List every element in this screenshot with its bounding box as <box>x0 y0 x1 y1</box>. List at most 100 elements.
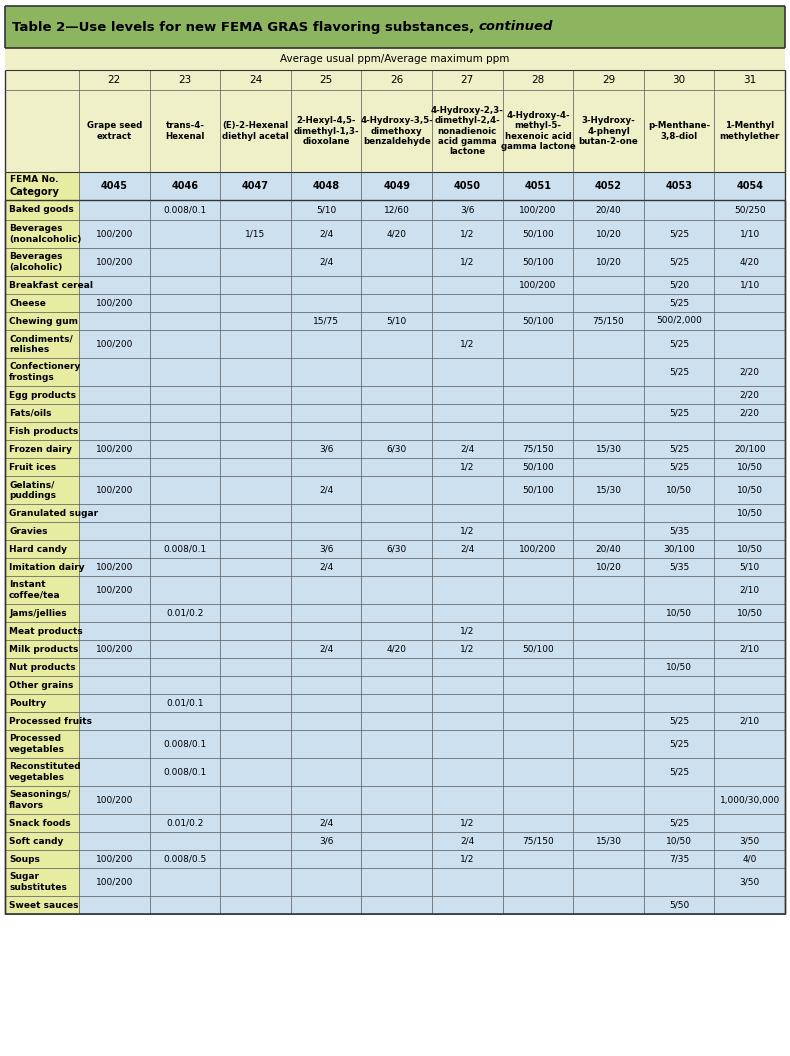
Bar <box>5 422 79 440</box>
Text: 2-Hexyl-4,5-
dimethyl-1,3-
dioxolane: 2-Hexyl-4,5- dimethyl-1,3- dioxolane <box>293 116 359 146</box>
Text: 0.008/0.1: 0.008/0.1 <box>164 768 206 776</box>
Text: Milk products: Milk products <box>9 644 78 654</box>
Text: Meat products: Meat products <box>9 626 83 636</box>
Text: 50/100: 50/100 <box>522 644 554 654</box>
Text: 50/100: 50/100 <box>522 317 554 325</box>
Text: Nut products: Nut products <box>9 662 76 672</box>
Text: 5/25: 5/25 <box>669 229 689 239</box>
Text: Breakfast cereal: Breakfast cereal <box>9 281 93 289</box>
Text: 5/35: 5/35 <box>669 527 689 535</box>
Text: Condiments/
relishes: Condiments/ relishes <box>9 335 73 354</box>
Text: 4/20: 4/20 <box>386 644 407 654</box>
Text: Egg products: Egg products <box>9 391 76 399</box>
Text: 25: 25 <box>319 75 333 84</box>
Bar <box>79 814 785 832</box>
Text: 5/25: 5/25 <box>669 409 689 417</box>
Text: 2/4: 2/4 <box>319 563 333 571</box>
Bar <box>79 172 785 200</box>
Text: Confectionery
frostings: Confectionery frostings <box>9 362 81 381</box>
Text: Category: Category <box>10 187 60 197</box>
Bar <box>79 712 785 730</box>
Text: Hard candy: Hard candy <box>9 545 67 553</box>
Text: Grape seed
extract: Grape seed extract <box>87 121 142 140</box>
Text: 4053: 4053 <box>666 181 693 191</box>
Bar <box>79 640 785 658</box>
Bar <box>5 604 79 622</box>
Bar <box>5 312 79 329</box>
Bar <box>5 48 785 70</box>
Text: 2/4: 2/4 <box>460 545 475 553</box>
Text: 29: 29 <box>602 75 615 84</box>
Text: 20/40: 20/40 <box>596 545 622 553</box>
Text: 5/10: 5/10 <box>739 563 760 571</box>
Text: Other grains: Other grains <box>9 680 73 690</box>
Text: 4051: 4051 <box>525 181 551 191</box>
Text: 0.008/0.1: 0.008/0.1 <box>164 206 206 214</box>
Text: 3/50: 3/50 <box>739 836 760 846</box>
Bar <box>5 814 79 832</box>
Text: 1/2: 1/2 <box>460 258 475 266</box>
Text: 2/20: 2/20 <box>739 409 760 417</box>
Text: Snack foods: Snack foods <box>9 818 70 828</box>
Text: 1/2: 1/2 <box>460 626 475 636</box>
Bar <box>79 832 785 850</box>
Text: Processed fruits: Processed fruits <box>9 717 92 725</box>
Bar <box>79 248 785 276</box>
Bar <box>5 622 79 640</box>
Bar <box>79 276 785 294</box>
Text: 100/200: 100/200 <box>96 795 133 805</box>
Text: Processed
vegetables: Processed vegetables <box>9 734 65 754</box>
Text: (E)-2-Hexenal
diethyl acetal: (E)-2-Hexenal diethyl acetal <box>222 121 289 140</box>
Bar <box>79 576 785 604</box>
Text: p-Menthane-
3,8-diol: p-Menthane- 3,8-diol <box>648 121 710 140</box>
Text: 4/0: 4/0 <box>743 854 757 864</box>
Text: 0.01/0.1: 0.01/0.1 <box>166 698 204 708</box>
Text: 2/4: 2/4 <box>460 836 475 846</box>
Text: 5/25: 5/25 <box>669 367 689 377</box>
Text: 1/10: 1/10 <box>739 229 760 239</box>
Text: 50/100: 50/100 <box>522 486 554 494</box>
Text: 12/60: 12/60 <box>384 206 410 214</box>
Bar <box>79 558 785 576</box>
Bar <box>79 604 785 622</box>
Text: 10/20: 10/20 <box>596 563 622 571</box>
Text: 5/25: 5/25 <box>669 768 689 776</box>
Text: 100/200: 100/200 <box>96 644 133 654</box>
Bar <box>5 712 79 730</box>
Bar <box>79 868 785 895</box>
Text: Beverages
(nonalcoholic): Beverages (nonalcoholic) <box>9 224 81 244</box>
Text: 75/150: 75/150 <box>522 445 554 453</box>
Text: 4-Hydroxy-4-
methyl-5-
hexenoic acid
gamma lactone: 4-Hydroxy-4- methyl-5- hexenoic acid gam… <box>501 111 575 151</box>
Text: 5/25: 5/25 <box>669 739 689 749</box>
Text: Fish products: Fish products <box>9 427 78 435</box>
Bar <box>79 730 785 758</box>
Bar <box>79 404 785 422</box>
Bar <box>79 458 785 476</box>
Text: Reconstituted
vegetables: Reconstituted vegetables <box>9 762 81 781</box>
Text: Fruit ices: Fruit ices <box>9 463 56 471</box>
Text: 3/50: 3/50 <box>739 878 760 886</box>
Text: Gelatins/
puddings: Gelatins/ puddings <box>9 480 56 499</box>
Text: 24: 24 <box>249 75 262 84</box>
Bar <box>5 758 79 786</box>
Text: 10/50: 10/50 <box>666 486 692 494</box>
Bar <box>5 248 79 276</box>
Text: 0.008/0.1: 0.008/0.1 <box>164 739 206 749</box>
Text: 3-Hydroxy-
4-phenyl
butan-2-one: 3-Hydroxy- 4-phenyl butan-2-one <box>578 116 638 146</box>
Text: 2/10: 2/10 <box>739 585 760 595</box>
Text: 1/2: 1/2 <box>460 463 475 471</box>
Text: 4045: 4045 <box>101 181 128 191</box>
Text: 2/4: 2/4 <box>460 445 475 453</box>
Text: 15/30: 15/30 <box>596 445 622 453</box>
Text: 75/150: 75/150 <box>592 317 624 325</box>
Text: 4052: 4052 <box>595 181 622 191</box>
Text: 4047: 4047 <box>242 181 269 191</box>
Bar <box>5 476 79 504</box>
Text: Imitation dairy: Imitation dairy <box>9 563 85 571</box>
Bar <box>79 476 785 504</box>
Bar <box>5 640 79 658</box>
Text: 2/4: 2/4 <box>319 258 333 266</box>
Text: 15/75: 15/75 <box>313 317 339 325</box>
Bar <box>5 676 79 694</box>
Bar <box>5 850 79 868</box>
